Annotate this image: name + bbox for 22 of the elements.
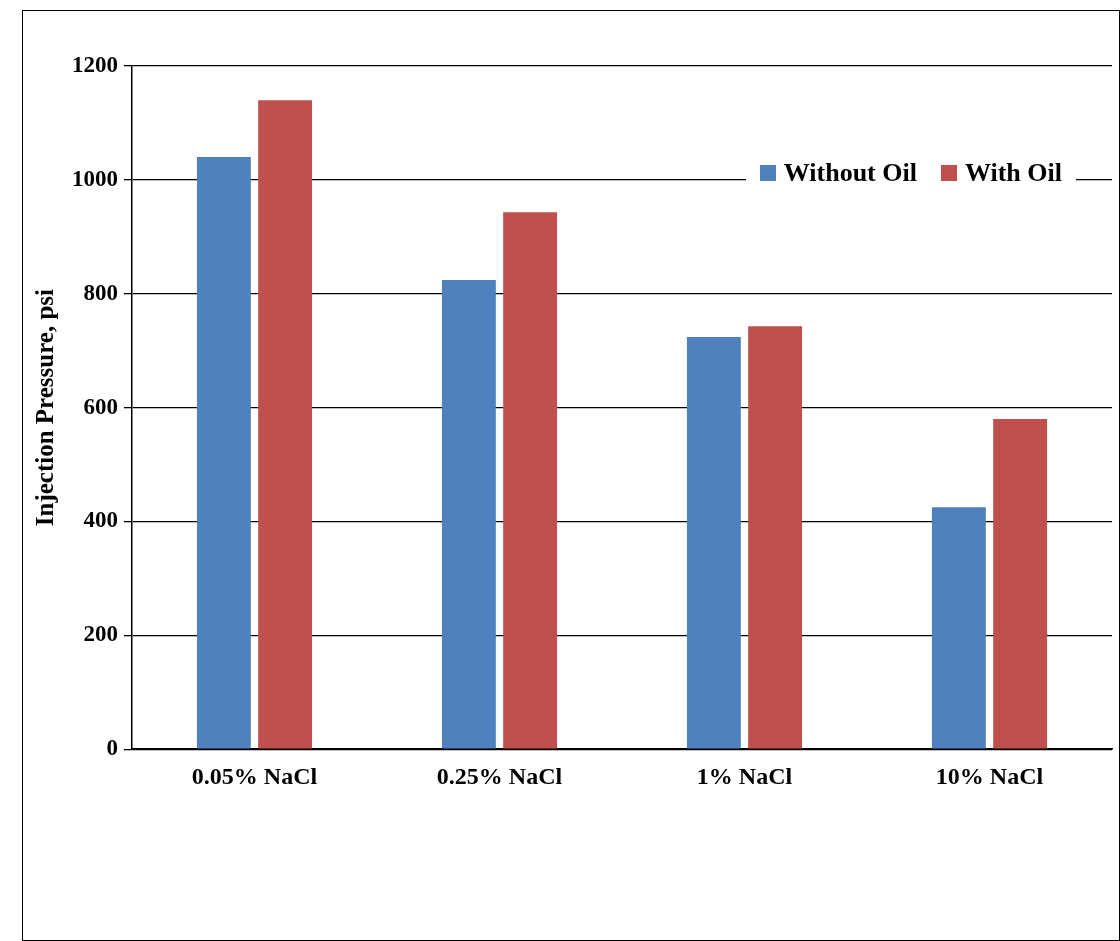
x-tick-label: 10% NaCl <box>935 762 1044 789</box>
x-tick-label: 0.25% NaCl <box>436 762 563 789</box>
y-tick-label: 1200 <box>72 51 118 77</box>
y-tick-label: 600 <box>83 393 118 419</box>
bar <box>993 418 1048 749</box>
bar <box>503 212 558 749</box>
bar <box>686 337 741 749</box>
y-axis-title: Injection Pressure, psi <box>31 288 59 527</box>
bar <box>748 326 803 749</box>
bar <box>931 507 986 749</box>
bar <box>258 100 313 749</box>
y-tick-label: 0 <box>106 735 118 761</box>
x-tick-label: 1% NaCl <box>696 762 793 789</box>
y-tick-label: 1000 <box>72 165 118 191</box>
y-tick-label: 800 <box>83 279 118 305</box>
y-tick-label: 400 <box>83 507 118 533</box>
legend-label: With Oil <box>964 158 1062 188</box>
x-tick-label: 0.05% NaCl <box>191 762 318 789</box>
bar <box>196 157 251 749</box>
legend-label: Without Oil <box>783 158 917 188</box>
y-tick-label: 200 <box>83 621 118 647</box>
bar <box>441 280 496 749</box>
